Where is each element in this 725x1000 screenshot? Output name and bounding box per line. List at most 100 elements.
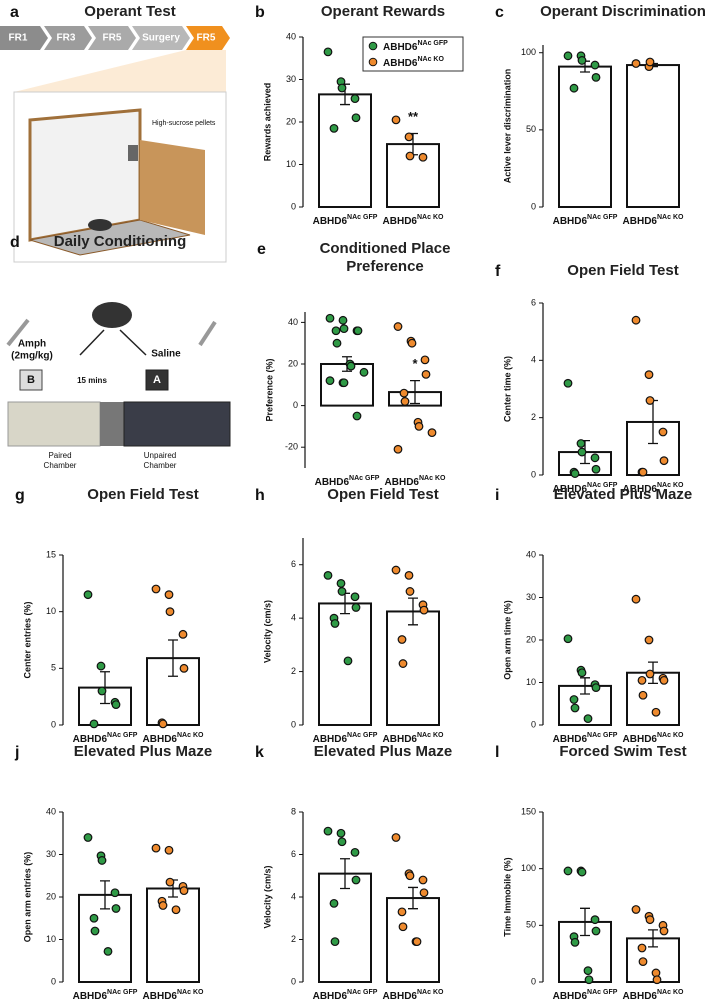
- data-point: [590, 60, 600, 70]
- step: [44, 26, 92, 50]
- significance: **: [408, 109, 419, 124]
- y-tick-label: 30: [46, 849, 56, 859]
- category-sup: NAc KO: [177, 732, 204, 739]
- chart-title: Open Field Test: [327, 486, 439, 503]
- category-name: ABHD6: [383, 58, 418, 69]
- step-label: FR5: [197, 33, 216, 44]
- y-tick-label: 4: [291, 613, 296, 623]
- data-point: [645, 669, 655, 679]
- category-label: ABHD6NAc KO: [383, 56, 444, 68]
- table: [140, 140, 205, 235]
- chamber-label: Chamber: [144, 461, 177, 470]
- box-b: [19, 369, 43, 391]
- data-point: [412, 937, 422, 947]
- y-axis-label: Active lever discrimination: [502, 69, 512, 184]
- category-name: ABHD6: [553, 216, 588, 227]
- data-point: [631, 594, 641, 604]
- step: [186, 26, 230, 50]
- category-label: ABHD6NAc GFP: [553, 214, 618, 226]
- data-point: [637, 943, 647, 953]
- data-point: [418, 152, 428, 162]
- data-point: [391, 565, 401, 575]
- category-name: ABHD6: [313, 734, 348, 745]
- error-bar: [408, 597, 418, 626]
- legend-marker: [368, 57, 378, 67]
- y-tick-label: 0: [51, 976, 56, 986]
- panel-letter: i: [495, 487, 500, 504]
- category-sup: NAc GFP: [417, 40, 448, 47]
- data-point: [350, 592, 360, 602]
- y-tick-label: 0: [531, 201, 536, 211]
- bar: [626, 64, 680, 208]
- category-name: ABHD6: [313, 991, 348, 1000]
- panel-letter: f: [495, 263, 501, 280]
- data-point: [659, 456, 669, 466]
- data-point: [577, 867, 587, 877]
- category-label: ABHD6NAc GFP: [553, 989, 618, 1000]
- y-tick-label: 10: [526, 677, 536, 687]
- data-point: [158, 901, 168, 910]
- category-name: ABHD6: [315, 477, 350, 488]
- data-point: [591, 683, 601, 692]
- category-sup: NAc GFP: [107, 732, 138, 739]
- box-label: A: [153, 374, 161, 386]
- y-tick-label: 20: [288, 358, 298, 368]
- data-point: [658, 427, 668, 437]
- data-point: [164, 845, 174, 855]
- chamber-label: Paired: [48, 451, 71, 460]
- category-sup: NAc GFP: [347, 989, 378, 996]
- data-point: [343, 656, 353, 666]
- mouse: [88, 219, 112, 231]
- panel-title: Operant Test: [84, 3, 176, 20]
- conditioning-panel: Amph (2mg/kg) Saline B A 15 mins Paired …: [6, 302, 231, 470]
- chamber-label: Chamber: [44, 461, 77, 470]
- category-name: ABHD6: [143, 991, 178, 1000]
- data-point: [399, 388, 409, 398]
- y-tick-label: 4: [291, 891, 296, 901]
- data-point: [398, 659, 408, 668]
- y-tick-label: 0: [531, 469, 536, 479]
- category-sup: NAc KO: [657, 732, 684, 739]
- y-tick-label: 40: [526, 549, 536, 559]
- data-point: [419, 888, 429, 898]
- data-point: [96, 661, 106, 671]
- data-point: [329, 898, 339, 908]
- data-point: [332, 338, 342, 348]
- chamber-label: Unpaired: [144, 451, 176, 460]
- data-point: [659, 926, 669, 936]
- data-point: [350, 94, 360, 104]
- y-tick-label: 4: [531, 355, 536, 365]
- category-label: ABHD6NAc GFP: [73, 989, 138, 1000]
- data-point: [659, 675, 669, 685]
- chart-title: Conditioned Place Preference: [319, 240, 451, 275]
- category-name: ABHD6: [623, 734, 658, 745]
- category-sup: NAc KO: [657, 214, 684, 221]
- y-tick-label: 40: [46, 806, 56, 816]
- data-point: [563, 51, 573, 61]
- step-label: Surgery: [142, 33, 180, 44]
- middle-chamber: [100, 402, 124, 446]
- step-label: FR1: [9, 33, 28, 44]
- data-point: [651, 707, 661, 717]
- panel-letter: j: [15, 744, 20, 761]
- data-point: [569, 83, 579, 93]
- panel-letter: a: [10, 4, 19, 21]
- data-point: [590, 915, 600, 925]
- data-point: [165, 607, 175, 617]
- data-point: [638, 690, 648, 700]
- category-sup: NAc KO: [419, 475, 446, 482]
- data-point: [591, 464, 601, 474]
- data-point: [420, 355, 430, 365]
- category-label: ABHD6NAc KO: [143, 989, 204, 1000]
- data-point: [638, 957, 648, 966]
- category-name: ABHD6: [383, 216, 418, 227]
- data-point: [397, 635, 407, 644]
- data-point: [569, 695, 579, 704]
- data-point: [404, 571, 414, 580]
- data-point: [350, 847, 360, 857]
- zoom: [14, 50, 226, 92]
- data-point: [325, 376, 335, 386]
- category-sup: NAc GFP: [587, 214, 618, 221]
- data-point: [323, 47, 333, 57]
- category-sup: NAc KO: [417, 56, 444, 63]
